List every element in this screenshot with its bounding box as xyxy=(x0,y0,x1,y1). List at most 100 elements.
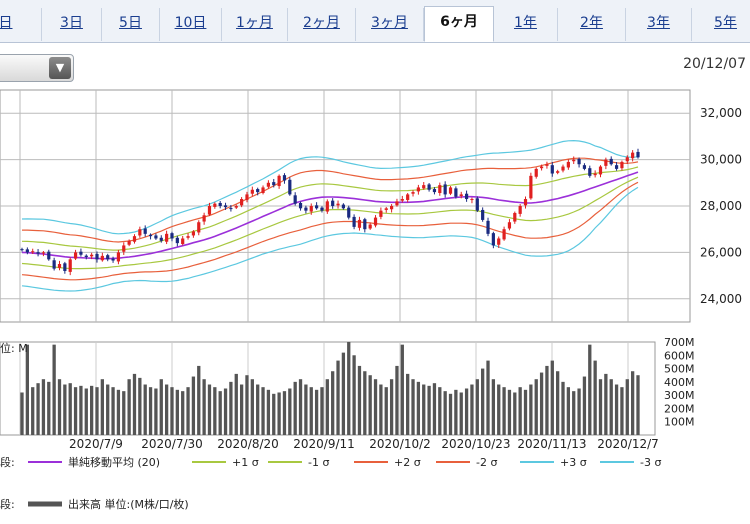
volume-bar-7 xyxy=(57,379,62,435)
candle-body-29 xyxy=(175,237,179,244)
candle-body-51 xyxy=(293,195,297,204)
candle-body-111 xyxy=(614,165,619,169)
candle-body-27 xyxy=(165,233,169,242)
volume-bar-115 xyxy=(636,375,640,435)
volume-bar-51 xyxy=(293,381,297,435)
volume-bar-91 xyxy=(507,389,512,435)
volume-bar-42 xyxy=(245,375,249,435)
volume-bar-92 xyxy=(513,392,517,435)
tab-8[interactable]: 6ヶ月 xyxy=(424,6,494,42)
volume-bar-28 xyxy=(170,387,174,435)
date-xtick-3: 2020/9/11 xyxy=(293,437,355,451)
volume-bar-23 xyxy=(143,384,147,435)
candle-body-104 xyxy=(577,158,581,165)
volume-bar-29 xyxy=(175,389,179,435)
volume-bar-73 xyxy=(411,379,415,435)
volume-bar-38 xyxy=(223,388,228,435)
candle-body-47 xyxy=(272,182,276,186)
tab-1[interactable]: 日 xyxy=(0,8,42,41)
candle-body-39 xyxy=(229,208,233,210)
date-xtick-5: 2020/10/23 xyxy=(441,437,510,451)
tab-12[interactable]: 5年 xyxy=(692,8,750,41)
candle-body-3 xyxy=(36,252,40,254)
candle-body-67 xyxy=(379,210,383,217)
volume-bar-112 xyxy=(620,387,624,435)
volume-bar-46 xyxy=(266,389,271,435)
volume-bar-71 xyxy=(400,344,404,435)
candle-body-57 xyxy=(325,201,329,212)
candle-body-62 xyxy=(352,216,356,227)
volume-bar-47 xyxy=(272,393,276,435)
candle-body-2 xyxy=(31,251,35,253)
candle-body-106 xyxy=(588,168,592,176)
candle-body-19 xyxy=(122,245,126,252)
tab-4[interactable]: 10日 xyxy=(160,8,222,41)
volume-bar-34 xyxy=(202,379,206,435)
candle-body-61 xyxy=(347,207,351,218)
candle-body-99 xyxy=(550,165,554,174)
tab-11[interactable]: 3年 xyxy=(626,8,692,41)
volume-unit-label: 位: M xyxy=(0,341,28,355)
candle-body-66 xyxy=(373,217,378,226)
candle-body-73 xyxy=(411,192,415,194)
volume-bar-48 xyxy=(277,392,281,435)
volume-bar-35 xyxy=(207,384,212,435)
candle-body-22 xyxy=(138,229,142,236)
candle-body-6 xyxy=(52,260,56,269)
band-plus2sigma-line xyxy=(22,157,639,243)
candle-body-50 xyxy=(288,179,292,195)
volume-bar-40 xyxy=(234,373,238,435)
volume-bar-33 xyxy=(197,365,201,435)
candle-body-115 xyxy=(636,151,640,158)
date-xtick-6: 2020/11/13 xyxy=(517,437,586,451)
candle-body-65 xyxy=(368,224,372,229)
candle-body-96 xyxy=(534,168,538,177)
candle-body-23 xyxy=(143,228,147,234)
candle-body-48 xyxy=(277,175,281,187)
candle-body-32 xyxy=(191,231,196,236)
volume-bar-41 xyxy=(239,384,244,435)
volume-bar-13 xyxy=(89,385,94,435)
candle-body-10 xyxy=(73,252,78,259)
volume-bar-52 xyxy=(298,379,303,435)
candle-body-34 xyxy=(202,215,206,222)
tab-2[interactable]: 3日 xyxy=(42,8,102,41)
candle-body-26 xyxy=(159,237,163,241)
volume-bar-9 xyxy=(68,383,72,435)
legend-label-6: -3 σ xyxy=(640,456,661,469)
band-minus3sigma-line xyxy=(21,186,639,292)
volume-bar-106 xyxy=(588,344,592,435)
volume-bar-78 xyxy=(438,387,442,435)
volume-bar-17 xyxy=(111,387,115,435)
tab-9[interactable]: 1年 xyxy=(494,8,558,41)
tab-5[interactable]: 1ヶ月 xyxy=(222,8,288,41)
candle-body-114 xyxy=(631,152,635,159)
tab-3[interactable]: 5日 xyxy=(102,8,160,41)
candle-body-69 xyxy=(390,206,394,210)
volume-bar-95 xyxy=(529,384,533,435)
candle-body-17 xyxy=(111,258,115,261)
candle-body-14 xyxy=(95,254,99,260)
volume-bar-43 xyxy=(250,379,254,435)
volume-plot-frame xyxy=(0,341,656,436)
tab-10[interactable]: 2年 xyxy=(558,8,626,41)
date-xtick-0: 2020/7/9 xyxy=(69,437,123,451)
volume-bar-15 xyxy=(100,379,104,435)
legend-label-3: +2 σ xyxy=(394,456,421,469)
volume-bar-27 xyxy=(164,384,169,435)
tab-7[interactable]: 3ヶ月 xyxy=(356,8,424,41)
candle-body-16 xyxy=(106,255,110,260)
candle-body-71 xyxy=(400,199,404,201)
candle-body-78 xyxy=(438,185,442,194)
volume-bar-18 xyxy=(116,389,121,435)
candle-body-70 xyxy=(395,201,399,206)
candle-body-85 xyxy=(475,198,479,211)
candle-body-42 xyxy=(245,194,249,200)
candle-body-46 xyxy=(266,182,270,187)
indicator-dropdown[interactable]: ▼ xyxy=(0,54,74,82)
volume-bar-108 xyxy=(598,379,603,435)
volume-bar-105 xyxy=(582,376,587,435)
candle-body-13 xyxy=(90,254,94,257)
tab-6[interactable]: 2ヶ月 xyxy=(288,8,356,41)
volume-ytick-2: 300M xyxy=(664,389,695,402)
